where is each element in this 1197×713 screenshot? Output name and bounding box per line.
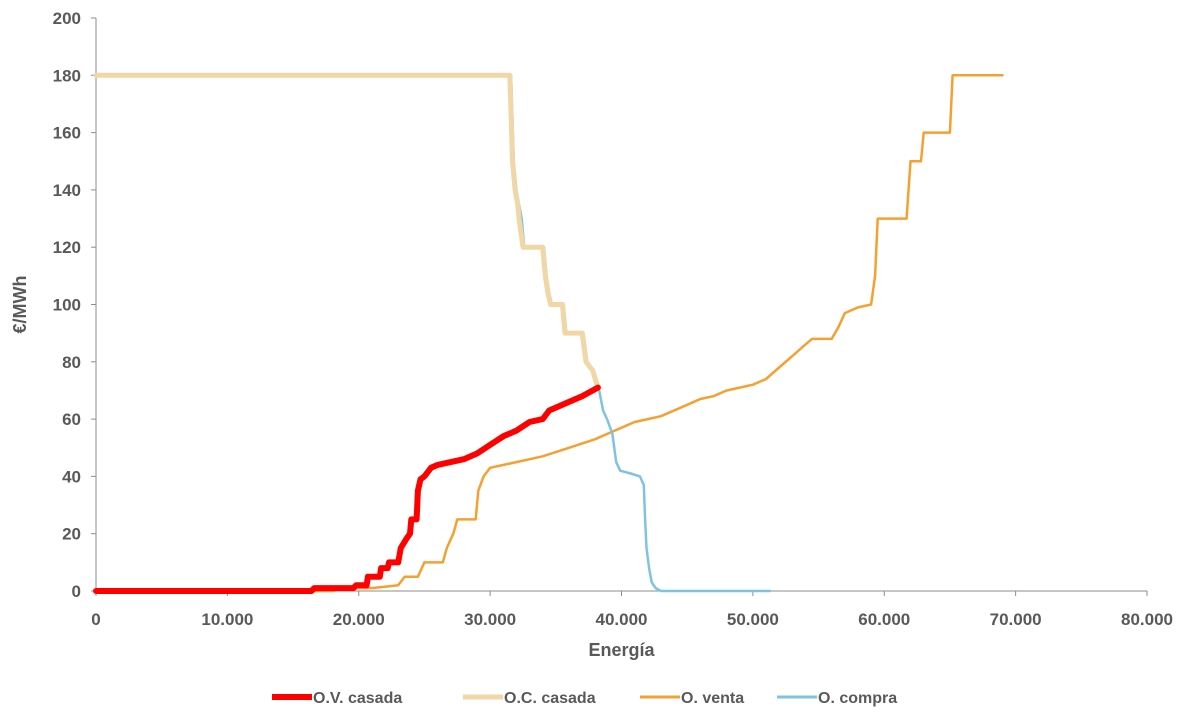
legend: O.V. casada O.C. casada O. venta O. compra [272, 690, 897, 707]
series-line-1 [93, 72, 601, 391]
y-tick-label: 20 [62, 525, 81, 544]
x-tick-label: 60.000 [858, 610, 910, 629]
x-tick-label: 70.000 [990, 610, 1042, 629]
y-tick-label: 100 [53, 296, 81, 315]
x-tick-label: 20.000 [333, 610, 385, 629]
y-tick-label: 120 [53, 238, 81, 257]
legend-label: O.V. casada [313, 690, 402, 707]
x-tick-label: 80.000 [1121, 610, 1173, 629]
series-lines [93, 72, 1004, 594]
y-tick-label: 40 [62, 467, 81, 486]
y-tick-label: 200 [53, 9, 81, 28]
y-tick-label: 140 [53, 181, 81, 200]
x-tick-label: 0 [91, 610, 100, 629]
y-tick-label: 0 [72, 582, 81, 601]
x-axis-title: Energía [588, 640, 655, 660]
x-tick-label: 10.000 [201, 610, 253, 629]
series-line-2 [94, 74, 1004, 593]
legend-label: O. compra [818, 690, 897, 707]
y-tick-label: 160 [53, 124, 81, 143]
y-axis-title: €/MWh [10, 276, 30, 334]
legend-label: O. venta [681, 690, 744, 707]
legend-label: O.C. casada [504, 690, 596, 707]
axes: 0 20 40 60 80 100 120 140 160 180 200 0 10.000 20.000… [53, 9, 1173, 629]
y-tick-label: 60 [62, 410, 81, 429]
y-tick-label: 80 [62, 353, 81, 372]
x-tick-label: 50.000 [727, 610, 779, 629]
series-line-3 [94, 74, 772, 593]
x-tick-label: 30.000 [464, 610, 516, 629]
y-tick-label: 180 [53, 66, 81, 85]
series-line-0 [93, 384, 601, 594]
x-tick-label: 40.000 [596, 610, 648, 629]
